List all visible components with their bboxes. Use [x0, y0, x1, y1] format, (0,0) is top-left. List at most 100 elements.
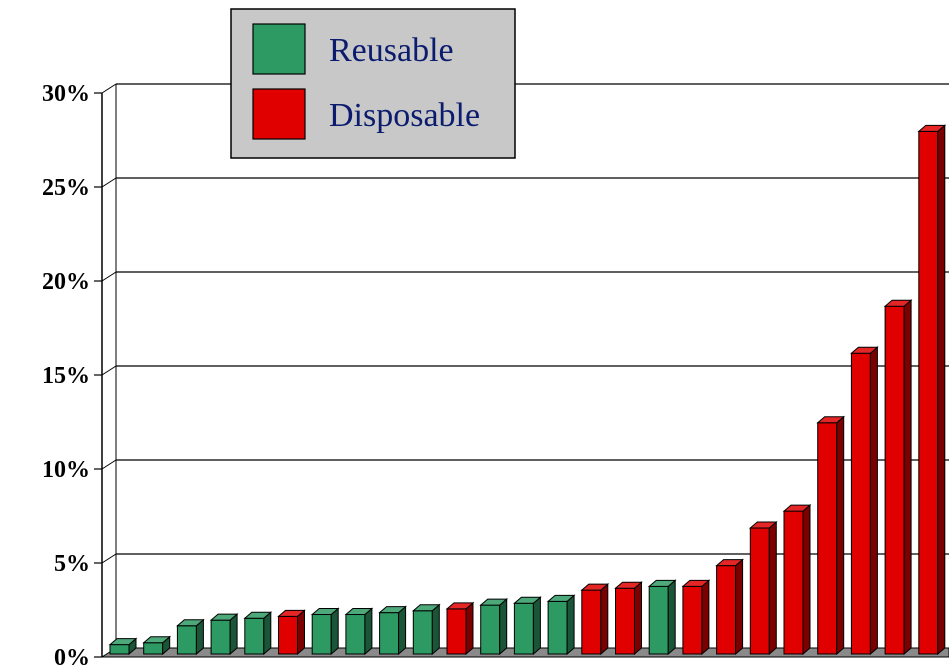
- legend-label-disposable: Disposable: [329, 97, 480, 134]
- y-tick-label: 25%: [42, 175, 90, 201]
- bar-top: [108, 638, 138, 646]
- legend-label-reusable: Reusable: [329, 32, 454, 69]
- bar-top: [243, 611, 273, 619]
- bar-front: [244, 617, 265, 655]
- bar-front: [513, 602, 534, 655]
- bar-top: [850, 346, 879, 354]
- bar-side: [364, 607, 373, 656]
- bar-top: [344, 608, 374, 616]
- gridline-diagonal: [101, 459, 117, 470]
- bar-top: [479, 598, 509, 606]
- bar-top: [782, 504, 812, 512]
- bar-disposable: [782, 504, 812, 656]
- bar-top: [176, 619, 205, 627]
- bar-reusable: [479, 598, 509, 656]
- bar-disposable: [580, 582, 610, 656]
- bar-reusable: [243, 611, 273, 656]
- bar-front: [345, 614, 366, 655]
- bar-reusable: [209, 613, 239, 656]
- bar-top: [883, 299, 913, 307]
- bar-reusable: [176, 618, 205, 656]
- bar-disposable: [816, 415, 846, 656]
- gridlines: [100, 83, 949, 658]
- bar-side: [768, 520, 777, 656]
- bar-top: [647, 579, 677, 587]
- bar-disposable: [850, 346, 879, 656]
- bar-top: [546, 594, 576, 602]
- bar-front: [311, 614, 332, 655]
- bar-side: [398, 605, 407, 656]
- bar-reusable: [647, 579, 677, 656]
- legend-swatch-disposable: [252, 88, 306, 140]
- bar-side: [667, 579, 676, 656]
- bar-disposable: [614, 581, 643, 656]
- bar-side: [836, 415, 845, 656]
- gridline-diagonal: [101, 365, 117, 376]
- bar-front: [547, 600, 568, 655]
- bar-side: [802, 504, 811, 656]
- bar-top: [513, 596, 542, 604]
- bar-reusable: [108, 637, 138, 656]
- bar-front: [648, 585, 669, 655]
- bar-top: [142, 636, 172, 644]
- bar-disposable: [445, 601, 475, 656]
- gridline-diagonal: [101, 83, 117, 94]
- bar-side: [532, 596, 541, 656]
- bar-top: [277, 609, 306, 617]
- bar-side: [465, 601, 474, 656]
- bar-front: [884, 305, 905, 655]
- bar-side: [297, 609, 305, 656]
- bar-reusable: [546, 594, 576, 656]
- bar-front: [412, 610, 433, 655]
- bar-disposable: [917, 124, 947, 656]
- bar-disposable: [883, 299, 913, 656]
- bar-side: [903, 299, 912, 656]
- bars: [108, 124, 947, 656]
- bar-top: [681, 579, 711, 587]
- bar-top: [580, 583, 610, 591]
- bar-disposable: [277, 609, 306, 656]
- y-axis: 0% 5% 10% 15% 20% 25% 30%: [42, 81, 103, 671]
- bar-front: [682, 585, 703, 655]
- bar-side: [735, 558, 744, 656]
- bar-reusable: [142, 635, 172, 656]
- y-tick-label: 10%: [42, 457, 90, 483]
- bar-top: [748, 521, 778, 529]
- bar-top: [411, 604, 441, 612]
- gridline-diagonal: [101, 271, 117, 282]
- y-tick-label: 30%: [42, 81, 90, 107]
- bar-side: [499, 598, 508, 656]
- y-tick-label: 5%: [54, 551, 90, 577]
- bar-side: [566, 594, 575, 656]
- bar-front: [379, 612, 400, 655]
- bar-side: [634, 581, 642, 656]
- legend: Reusable Disposable: [230, 8, 516, 159]
- bar-side: [600, 582, 609, 656]
- bar-front: [446, 608, 467, 655]
- bar-front: [143, 642, 164, 655]
- bar-front: [109, 644, 130, 655]
- bar-side: [869, 346, 878, 656]
- bar-front: [850, 352, 871, 655]
- bar-side: [431, 603, 440, 656]
- bar-reusable: [344, 607, 374, 656]
- bar-top: [715, 559, 744, 567]
- bar-top: [378, 606, 407, 614]
- y-tick-label: 15%: [42, 363, 90, 389]
- bar-front: [278, 615, 298, 655]
- bar-disposable: [681, 579, 711, 656]
- bar-side: [263, 611, 272, 656]
- bar-front: [210, 619, 231, 655]
- bar-reusable: [411, 603, 441, 656]
- bar-side: [701, 579, 710, 656]
- bar-top: [209, 613, 239, 621]
- bar-front: [918, 130, 939, 655]
- bar-reusable: [378, 605, 407, 656]
- y-tick-label: 0%: [54, 645, 90, 671]
- bar-front: [749, 527, 770, 655]
- bar-top: [614, 581, 643, 589]
- bar-front: [581, 589, 602, 655]
- bar-top: [445, 602, 475, 610]
- bar-side: [229, 613, 238, 656]
